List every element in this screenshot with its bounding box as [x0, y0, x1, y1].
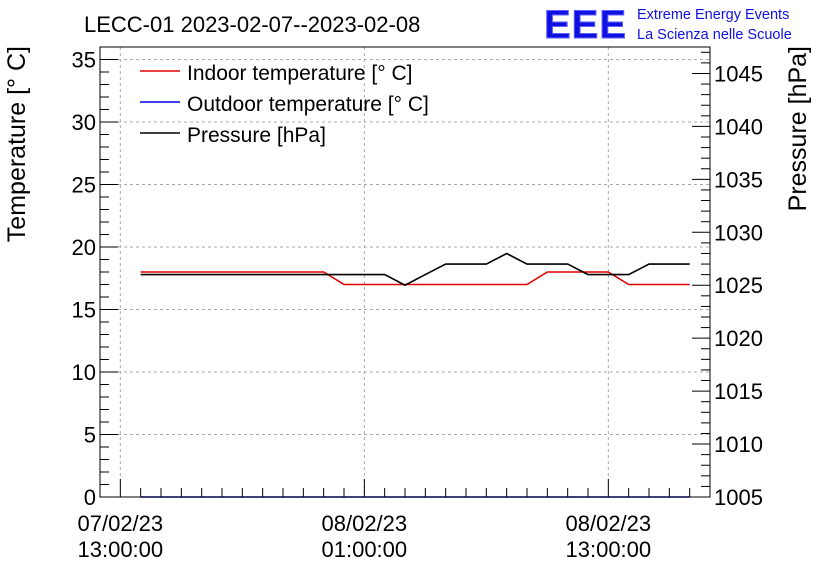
- legend-label-indoor: Indoor temperature [° C]: [187, 62, 413, 85]
- y2-tick-label: 1010: [714, 432, 763, 457]
- eee-logo: EEE: [544, 3, 627, 47]
- series-line-indoor: [140, 271, 690, 286]
- y-tick-label: 35: [72, 48, 96, 73]
- y-tick-label: 5: [84, 423, 96, 448]
- chart-title: LECC-01 2023-02-07--2023-02-08: [84, 12, 420, 37]
- y-tick-label: 15: [72, 298, 96, 323]
- x-tick-label-time: 13:00:00: [78, 537, 164, 562]
- x-tick-label-time: 13:00:00: [566, 537, 652, 562]
- y-tick-label: 25: [72, 173, 96, 198]
- y-tick-label: 10: [72, 360, 96, 385]
- right-axis: 1005 1010 1015 1020 1025 1030 1035 1040 1045: [692, 51, 763, 510]
- y2-tick-label: 1035: [714, 167, 763, 192]
- y2-tick-label: 1020: [714, 326, 763, 351]
- legend-label-pressure: Pressure [hPa]: [187, 124, 326, 147]
- x-tick-label-date: 08/02/23: [322, 511, 408, 536]
- y2-tick-label: 1015: [714, 379, 763, 404]
- brand-line-2: La Scienza nelle Scuole: [637, 27, 792, 43]
- x-tick-label-date: 07/02/23: [78, 511, 164, 536]
- legend-label-outdoor: Outdoor temperature [° C]: [187, 93, 429, 116]
- y2-tick-label: 1025: [714, 273, 763, 298]
- brand-logo: EEE Extreme Energy Events La Scienza nel…: [544, 3, 792, 48]
- bottom-axis: 07/02/2313:00:0008/02/2301:00:0008/02/23…: [78, 479, 711, 562]
- y-axis-label: Temperature [° C]: [3, 46, 31, 242]
- y2-tick-label: 1030: [714, 220, 763, 245]
- x-tick-label-date: 08/02/23: [566, 511, 652, 536]
- y2-axis-label: Pressure [hPa]: [784, 46, 812, 211]
- y2-tick-label: 1045: [714, 61, 763, 86]
- x-tick-label-time: 01:00:00: [322, 537, 408, 562]
- brand-line-1: Extreme Energy Events: [637, 7, 789, 23]
- series-line-pressure: [140, 252, 690, 287]
- legend: Indoor temperature [° C] Outdoor tempera…: [140, 62, 429, 147]
- y2-tick-label: 1040: [714, 114, 763, 139]
- y-tick-label: 20: [72, 235, 96, 260]
- left-axis: 0 5 10 15 20 25 30 35: [72, 46, 118, 510]
- y-tick-label: 30: [72, 110, 96, 135]
- y-tick-label: 0: [84, 485, 96, 510]
- y2-tick-label: 1005: [714, 485, 763, 510]
- series-lines: [140, 252, 690, 498]
